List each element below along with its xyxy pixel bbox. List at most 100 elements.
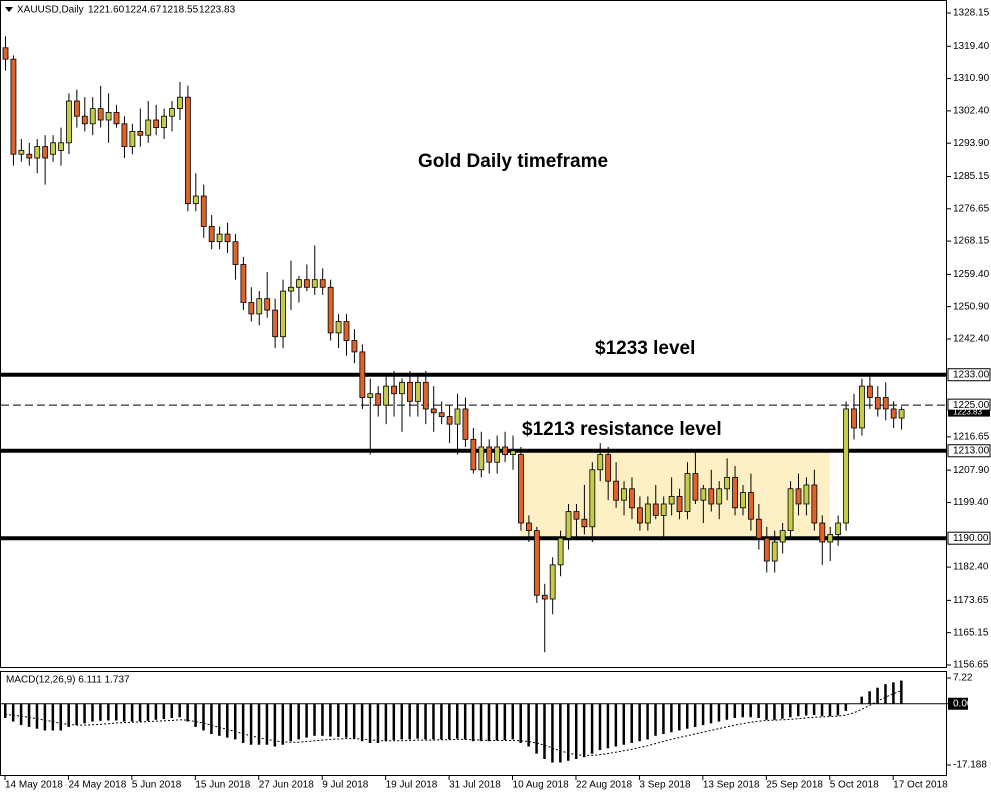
candle-body bbox=[486, 446, 493, 463]
macd-bar bbox=[487, 703, 491, 742]
candle-body bbox=[478, 446, 485, 471]
candle-body bbox=[2, 47, 9, 60]
macd-bar bbox=[868, 691, 871, 704]
x-tick-label: 31 Jul 2018 bbox=[449, 780, 501, 791]
macd-bar bbox=[67, 703, 70, 727]
candle-body bbox=[660, 503, 667, 516]
x-tick-label: 9 Jul 2018 bbox=[322, 780, 369, 791]
macd-bar bbox=[130, 703, 134, 722]
last-price-label: 1223.83 bbox=[953, 408, 982, 417]
macd-bar bbox=[249, 703, 253, 745]
y2-tick-label: 7.22 bbox=[953, 673, 973, 684]
y-tick-label: 1156.65 bbox=[953, 660, 989, 671]
candle-body bbox=[462, 408, 469, 440]
macd-bar bbox=[654, 703, 657, 736]
y-tick-label: 1250.90 bbox=[953, 301, 990, 312]
macd-bar bbox=[781, 703, 784, 719]
macd-bar bbox=[876, 687, 879, 704]
candle-body bbox=[311, 279, 318, 288]
candle-body bbox=[882, 397, 889, 410]
candle-body bbox=[89, 108, 96, 125]
macd-bar bbox=[567, 703, 570, 761]
macd-bar bbox=[797, 703, 800, 717]
candle-body bbox=[399, 381, 405, 395]
macd-bar bbox=[844, 703, 848, 711]
y-tick-label: 1199.40 bbox=[953, 497, 989, 508]
macd-bar bbox=[749, 703, 752, 718]
candle-body bbox=[621, 488, 627, 501]
x-tick-label: 5 Oct 2018 bbox=[830, 780, 879, 791]
candle-body bbox=[145, 119, 152, 136]
macd-bar bbox=[368, 703, 372, 743]
candle-body bbox=[224, 233, 231, 243]
candle-body bbox=[438, 412, 445, 417]
x-tick-label: 27 Jun 2018 bbox=[259, 780, 314, 791]
macd-bar bbox=[297, 703, 300, 740]
candle-body bbox=[771, 541, 778, 562]
bid-label: 1225.00 bbox=[953, 400, 990, 411]
candle-body bbox=[827, 534, 834, 543]
macd-bar bbox=[59, 703, 63, 731]
macd-bar bbox=[35, 703, 39, 729]
candle-body bbox=[26, 153, 33, 159]
candle-body bbox=[129, 131, 136, 148]
y-tick-label: 1319.40 bbox=[953, 41, 990, 52]
candle-body bbox=[668, 495, 675, 505]
macd-bar bbox=[11, 703, 15, 722]
candle-body bbox=[208, 226, 215, 243]
candle-body bbox=[819, 522, 826, 543]
candle-body bbox=[343, 321, 350, 341]
macd-bar bbox=[693, 703, 697, 727]
bid-box bbox=[947, 398, 991, 411]
macd-bar bbox=[471, 703, 475, 742]
macd-bar bbox=[638, 703, 641, 742]
header-high: 1224.67 bbox=[125, 5, 162, 16]
macd-bar bbox=[226, 703, 229, 738]
symbol-icon bbox=[5, 7, 13, 12]
macd-bar bbox=[194, 703, 197, 727]
macd-bar bbox=[162, 703, 166, 720]
macd-bar bbox=[138, 703, 142, 722]
level-label: 1213.00 bbox=[953, 445, 990, 456]
candle-body bbox=[105, 112, 112, 121]
x-tick-label: 17 Oct 2018 bbox=[893, 780, 948, 791]
macd-bar bbox=[440, 703, 443, 740]
candle-body bbox=[58, 142, 64, 151]
macd-bar bbox=[630, 703, 633, 743]
candle-body bbox=[890, 408, 897, 419]
annotation: Gold Daily timeframe bbox=[418, 151, 608, 172]
macd-bar bbox=[606, 703, 610, 749]
y-tick-label: 1276.65 bbox=[953, 203, 990, 214]
candle-body bbox=[518, 454, 524, 524]
candle-body bbox=[264, 298, 271, 311]
candle-body bbox=[240, 264, 247, 303]
candle-body bbox=[367, 393, 374, 398]
macd-bar bbox=[122, 703, 126, 722]
macd-bar bbox=[709, 703, 713, 724]
annotation: $1233 level bbox=[595, 338, 695, 359]
macd-bar bbox=[432, 703, 435, 740]
y-tick-label: 1242.40 bbox=[953, 334, 990, 345]
candle-body bbox=[644, 503, 651, 524]
macd-bar bbox=[582, 703, 586, 758]
candle-body bbox=[256, 298, 263, 315]
candle-body bbox=[779, 530, 786, 543]
macd-bar bbox=[789, 703, 792, 718]
macd-bar bbox=[614, 703, 618, 747]
macd-bar bbox=[646, 703, 649, 740]
candle-body bbox=[724, 476, 731, 490]
macd-bar bbox=[590, 703, 594, 754]
macd-bar bbox=[503, 703, 507, 741]
candle-body bbox=[811, 484, 818, 524]
y-tick-label: 1328.15 bbox=[953, 8, 990, 19]
x-tick-label: 19 Jul 2018 bbox=[386, 780, 438, 791]
macd-bar bbox=[685, 703, 689, 729]
candle-body bbox=[740, 492, 746, 509]
macd-bar bbox=[305, 703, 308, 738]
candle-body bbox=[716, 488, 723, 505]
macd-bar bbox=[178, 703, 181, 718]
macd-bar bbox=[456, 703, 459, 739]
y2-tick-label: 0.00 bbox=[953, 698, 973, 709]
macd-bar bbox=[19, 703, 23, 726]
macd-bar bbox=[725, 703, 729, 720]
